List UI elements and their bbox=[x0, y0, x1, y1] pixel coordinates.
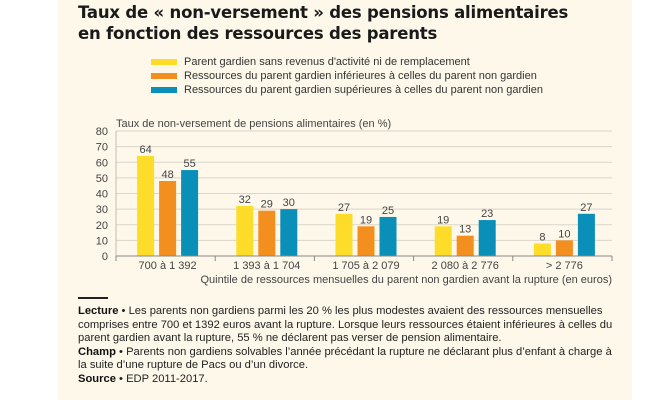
bar bbox=[137, 156, 155, 256]
bar-value-label: 30 bbox=[283, 197, 295, 209]
y-tick-label: 0 bbox=[102, 251, 108, 263]
note-source: Source • EDP 2011-2017. bbox=[78, 373, 618, 387]
x-tick-label: 1 393 à 1 704 bbox=[233, 260, 300, 272]
y-tick-label: 20 bbox=[96, 220, 108, 232]
y-tick-label: 10 bbox=[96, 235, 108, 247]
y-tick-label: 80 bbox=[96, 126, 108, 138]
bar-value-label: 55 bbox=[183, 158, 195, 170]
note-lecture: Lecture • Les parents non gardiens parmi… bbox=[78, 305, 618, 346]
legend-item: Ressources du parent gardien supérieures… bbox=[151, 83, 543, 97]
y-tick-label: 60 bbox=[96, 157, 108, 169]
bar bbox=[555, 240, 573, 256]
x-tick-label: 700 à 1 392 bbox=[139, 260, 197, 272]
x-axis-title: Quintile de ressources mensuelles du par… bbox=[200, 274, 612, 286]
bar bbox=[434, 226, 452, 256]
bar-value-label: 23 bbox=[481, 208, 493, 220]
bar bbox=[258, 210, 276, 256]
bar bbox=[236, 206, 254, 256]
bars bbox=[137, 156, 595, 256]
title-line-2: en fonction des ressources des parents bbox=[78, 24, 438, 43]
bar-value-label: 32 bbox=[239, 194, 251, 206]
legend-label: Parent gardien sans revenus d'activité n… bbox=[184, 56, 470, 68]
bar bbox=[456, 235, 474, 256]
x-axis: 700 à 1 392 1 393 à 1 704 1 705 à 2 079 2 0… bbox=[115, 131, 613, 272]
x-tick-label: 1 705 à 2 079 bbox=[332, 260, 399, 272]
chart-title: Taux de « non-versement » des pensions a… bbox=[78, 2, 598, 44]
bar-value-label: 19 bbox=[437, 214, 449, 226]
notes: Lecture • Les parents non gardiens parmi… bbox=[78, 305, 618, 387]
bar-value-label: 13 bbox=[459, 224, 471, 236]
y-tick-label: 40 bbox=[96, 189, 108, 201]
note-sep: • bbox=[115, 372, 127, 385]
legend-swatch-yellow bbox=[151, 59, 177, 65]
bar-value-label: 10 bbox=[558, 228, 570, 240]
legend-item: Ressources du parent gardien inférieures… bbox=[151, 69, 543, 83]
y-tick-label: 50 bbox=[96, 173, 108, 185]
note-champ-text: Parents non gardiens solvables l’année p… bbox=[78, 345, 612, 372]
bar bbox=[379, 216, 397, 256]
title-line-1: Taux de « non-versement » des pensions a… bbox=[78, 3, 569, 22]
x-tick-label: 2 080 à 2 776 bbox=[432, 260, 499, 272]
bar bbox=[533, 243, 551, 256]
bar bbox=[159, 181, 177, 256]
note-lecture-label: Lecture bbox=[78, 305, 119, 317]
bar-value-label: 29 bbox=[261, 199, 273, 211]
bar bbox=[577, 213, 595, 256]
bar-value-label: 25 bbox=[382, 205, 394, 217]
legend: Parent gardien sans revenus d'activité n… bbox=[151, 55, 543, 97]
bar bbox=[357, 226, 375, 256]
notes-separator bbox=[78, 297, 108, 299]
bar-chart: Taux de non-versement de pensions alimen… bbox=[96, 118, 613, 286]
note-lecture-text: Les parents non gardiens parmi les 20 % … bbox=[78, 305, 613, 345]
bar-value-label: 19 bbox=[360, 214, 372, 226]
legend-item: Parent gardien sans revenus d'activité n… bbox=[151, 55, 543, 69]
bar bbox=[280, 209, 298, 256]
bar-value-label: 27 bbox=[580, 202, 592, 214]
y-tick-label: 30 bbox=[96, 204, 108, 216]
x-tick-label: > 2 776 bbox=[546, 260, 583, 272]
note-source-label: Source bbox=[78, 372, 116, 385]
legend-label: Ressources du parent gardien supérieures… bbox=[184, 84, 543, 96]
note-sep: • bbox=[115, 345, 127, 358]
value-labels: 64 48 55 32 29 30 27 19 25 19 13 23 8 10 27 bbox=[139, 144, 592, 244]
y-tick-label: 70 bbox=[96, 142, 108, 154]
bar-value-label: 64 bbox=[139, 144, 151, 156]
legend-swatch-blue bbox=[151, 87, 177, 93]
note-champ: Champ • Parents non gardiens solvables l… bbox=[78, 346, 618, 373]
bar bbox=[335, 213, 353, 256]
legend-label: Ressources du parent gardien inférieures… bbox=[184, 70, 537, 82]
legend-swatch-orange bbox=[151, 73, 177, 79]
note-sep: • bbox=[118, 305, 129, 317]
note-source-text: EDP 2011-2017. bbox=[126, 372, 208, 385]
bar bbox=[478, 220, 496, 256]
bar-value-label: 48 bbox=[161, 169, 173, 181]
bar bbox=[181, 170, 199, 256]
bar-value-label: 8 bbox=[539, 232, 545, 244]
y-axis-title: Taux de non-versement de pensions alimen… bbox=[116, 118, 391, 130]
y-axis-ticks: 0 10 20 30 40 50 60 70 80 bbox=[96, 126, 108, 263]
bar-value-label: 27 bbox=[338, 202, 350, 214]
note-champ-label: Champ bbox=[78, 345, 116, 358]
